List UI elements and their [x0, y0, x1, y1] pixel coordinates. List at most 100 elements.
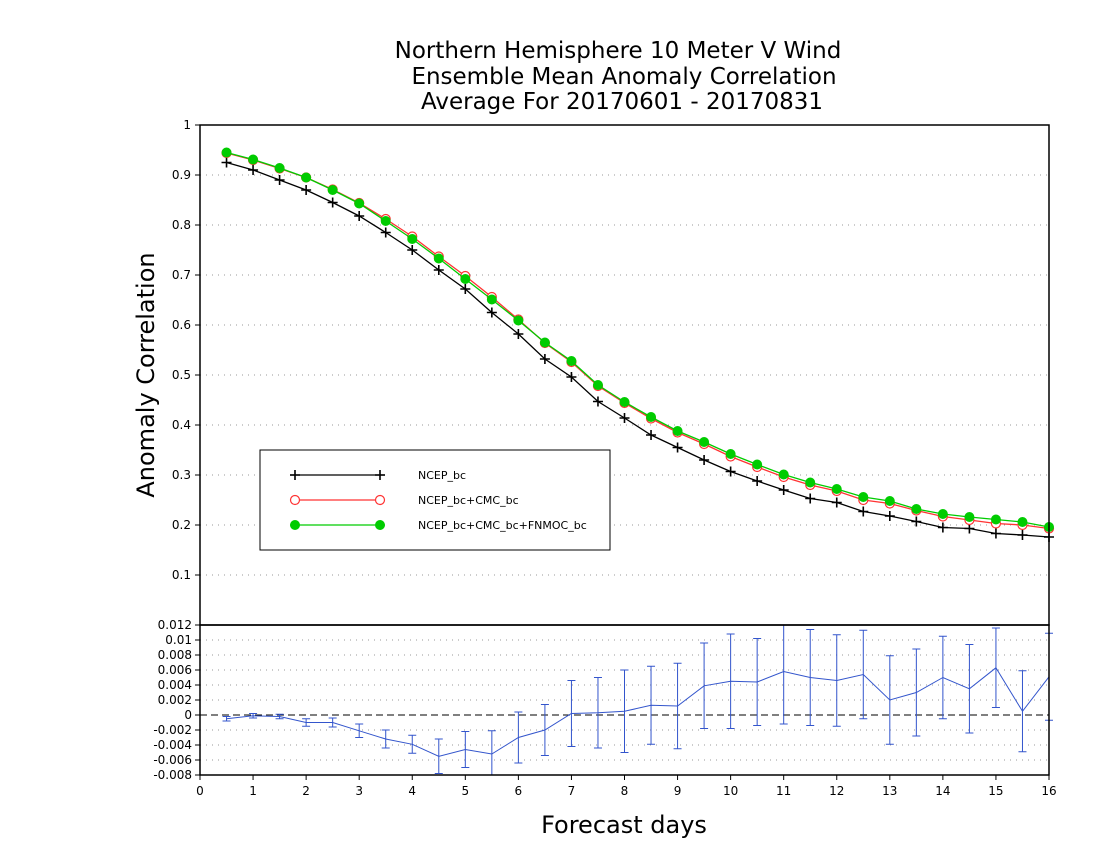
series-3-point — [937, 509, 948, 519]
series-3-point — [1017, 517, 1028, 527]
series-1-point — [592, 396, 603, 407]
x-tick-label: 10 — [723, 784, 738, 798]
series-3-point — [274, 163, 285, 173]
series-3-point — [858, 492, 869, 502]
series-3-point — [752, 459, 763, 470]
series-1-point — [221, 157, 232, 168]
series-3-point — [539, 337, 550, 348]
series-3-point — [301, 172, 312, 183]
legend: NCEP_bc NCEP_bc+CMC_bc NCEP_bc+CMC_bc+FNMO… — [259, 449, 611, 551]
legend-marker-2 — [374, 494, 386, 506]
difference-error-bar — [593, 677, 602, 749]
series-1-point — [301, 185, 312, 195]
difference-error-bar — [991, 627, 1000, 708]
series-3-point — [884, 496, 895, 506]
difference-error-bar — [487, 730, 496, 776]
series-3-point — [221, 147, 232, 158]
difference-error-bar — [859, 629, 868, 720]
difference-error-bar — [540, 704, 549, 756]
legend-label-1: NCEP_bc — [418, 469, 466, 482]
x-tick-label: 1 — [249, 784, 257, 798]
legend-marker-3 — [375, 520, 385, 530]
series-1-point — [1017, 530, 1028, 540]
legend-marker-2 — [289, 494, 301, 506]
series-1-point — [354, 211, 365, 221]
difference-error-bar — [753, 638, 762, 726]
legend-label-3: NCEP_bc+CMC_bc+FNMOC_bc — [418, 519, 587, 532]
difference-error-bar — [275, 713, 284, 720]
series-1-point — [699, 455, 710, 465]
series-1-point — [858, 506, 869, 517]
bottom-y-tick-label: -0.004 — [153, 738, 192, 752]
bottom-y-tick-label: 0.006 — [158, 663, 192, 677]
series-3-point — [911, 504, 922, 514]
series-3-point — [805, 477, 816, 488]
difference-error-bar — [912, 648, 921, 737]
top-y-tick-label: 0.2 — [172, 518, 191, 532]
x-tick-label: 14 — [935, 784, 950, 798]
chart-title-line-3: Average For 20170601 - 20170831 — [421, 89, 823, 115]
difference-error-bar — [700, 642, 709, 729]
bottom-y-tick-label: 0.008 — [158, 648, 192, 662]
series-1-point — [672, 442, 683, 453]
series-3-point — [964, 512, 975, 522]
top-y-tick-label: 0.4 — [172, 418, 191, 432]
x-tick-label: 6 — [515, 784, 523, 798]
top-y-tick-label: 0.9 — [172, 168, 191, 182]
legend-marker-3 — [290, 520, 300, 530]
series-1-point — [831, 497, 842, 508]
series-3-point — [380, 216, 391, 226]
difference-error-bar — [408, 734, 417, 754]
series-1-point — [752, 476, 763, 486]
series-3-point — [407, 234, 418, 244]
difference-error-bar — [355, 723, 364, 738]
top-y-tick-label: 0.5 — [172, 368, 191, 382]
series-3-point — [566, 356, 577, 366]
series-3-point — [778, 469, 789, 480]
difference-error-bar — [779, 624, 788, 725]
series-1-point — [486, 307, 497, 318]
bottom-y-tick-label: 0.002 — [158, 693, 192, 707]
difference-error-bar — [647, 665, 656, 745]
x-tick-label: 7 — [568, 784, 576, 798]
series-1-point — [274, 175, 285, 185]
top-panel-series — [221, 147, 1055, 542]
legend-label-2: NCEP_bc+CMC_bc — [418, 494, 519, 507]
x-tick-label: 8 — [621, 784, 629, 798]
difference-error-bar — [222, 716, 231, 722]
x-tick-label: 0 — [196, 784, 204, 798]
series-line-1 — [226, 161, 1050, 538]
series-3-point — [460, 274, 471, 284]
x-tick-label: 3 — [355, 784, 363, 798]
difference-error-bar — [885, 655, 894, 745]
series-1-point — [539, 354, 550, 364]
x-tick-label: 12 — [829, 784, 844, 798]
bottom-panel-frame — [199, 624, 1050, 776]
axes-ticks: 0.10.20.30.40.50.60.70.80.910.0120.010.0… — [153, 118, 1056, 798]
top-y-tick-label: 0.3 — [172, 468, 191, 482]
bottom-y-tick-label: -0.006 — [153, 753, 192, 767]
series-1-point — [964, 523, 975, 534]
difference-error-bar — [806, 629, 815, 726]
x-tick-label: 11 — [776, 784, 791, 798]
series-3-point — [699, 437, 710, 447]
series-3-point — [990, 514, 1001, 525]
bottom-y-tick-label: 0.01 — [165, 633, 192, 647]
difference-line — [226, 667, 1050, 757]
x-tick-label: 15 — [988, 784, 1003, 798]
series-3-point — [831, 484, 842, 494]
bottom-y-tick-label: 0 — [184, 708, 192, 722]
difference-error-bar — [965, 644, 974, 734]
series-3-point — [672, 426, 683, 436]
series-1-point — [513, 329, 524, 339]
series-1-point — [248, 165, 259, 175]
bottom-y-tick-label: 0.012 — [158, 618, 192, 632]
x-tick-label: 16 — [1041, 784, 1056, 798]
legend-marker-1 — [375, 470, 385, 480]
bottom-panel-series — [222, 624, 1053, 776]
series-1-point — [990, 528, 1001, 539]
series-3-point — [486, 294, 497, 305]
series-1-point — [805, 493, 816, 504]
series-1-point — [778, 485, 789, 495]
